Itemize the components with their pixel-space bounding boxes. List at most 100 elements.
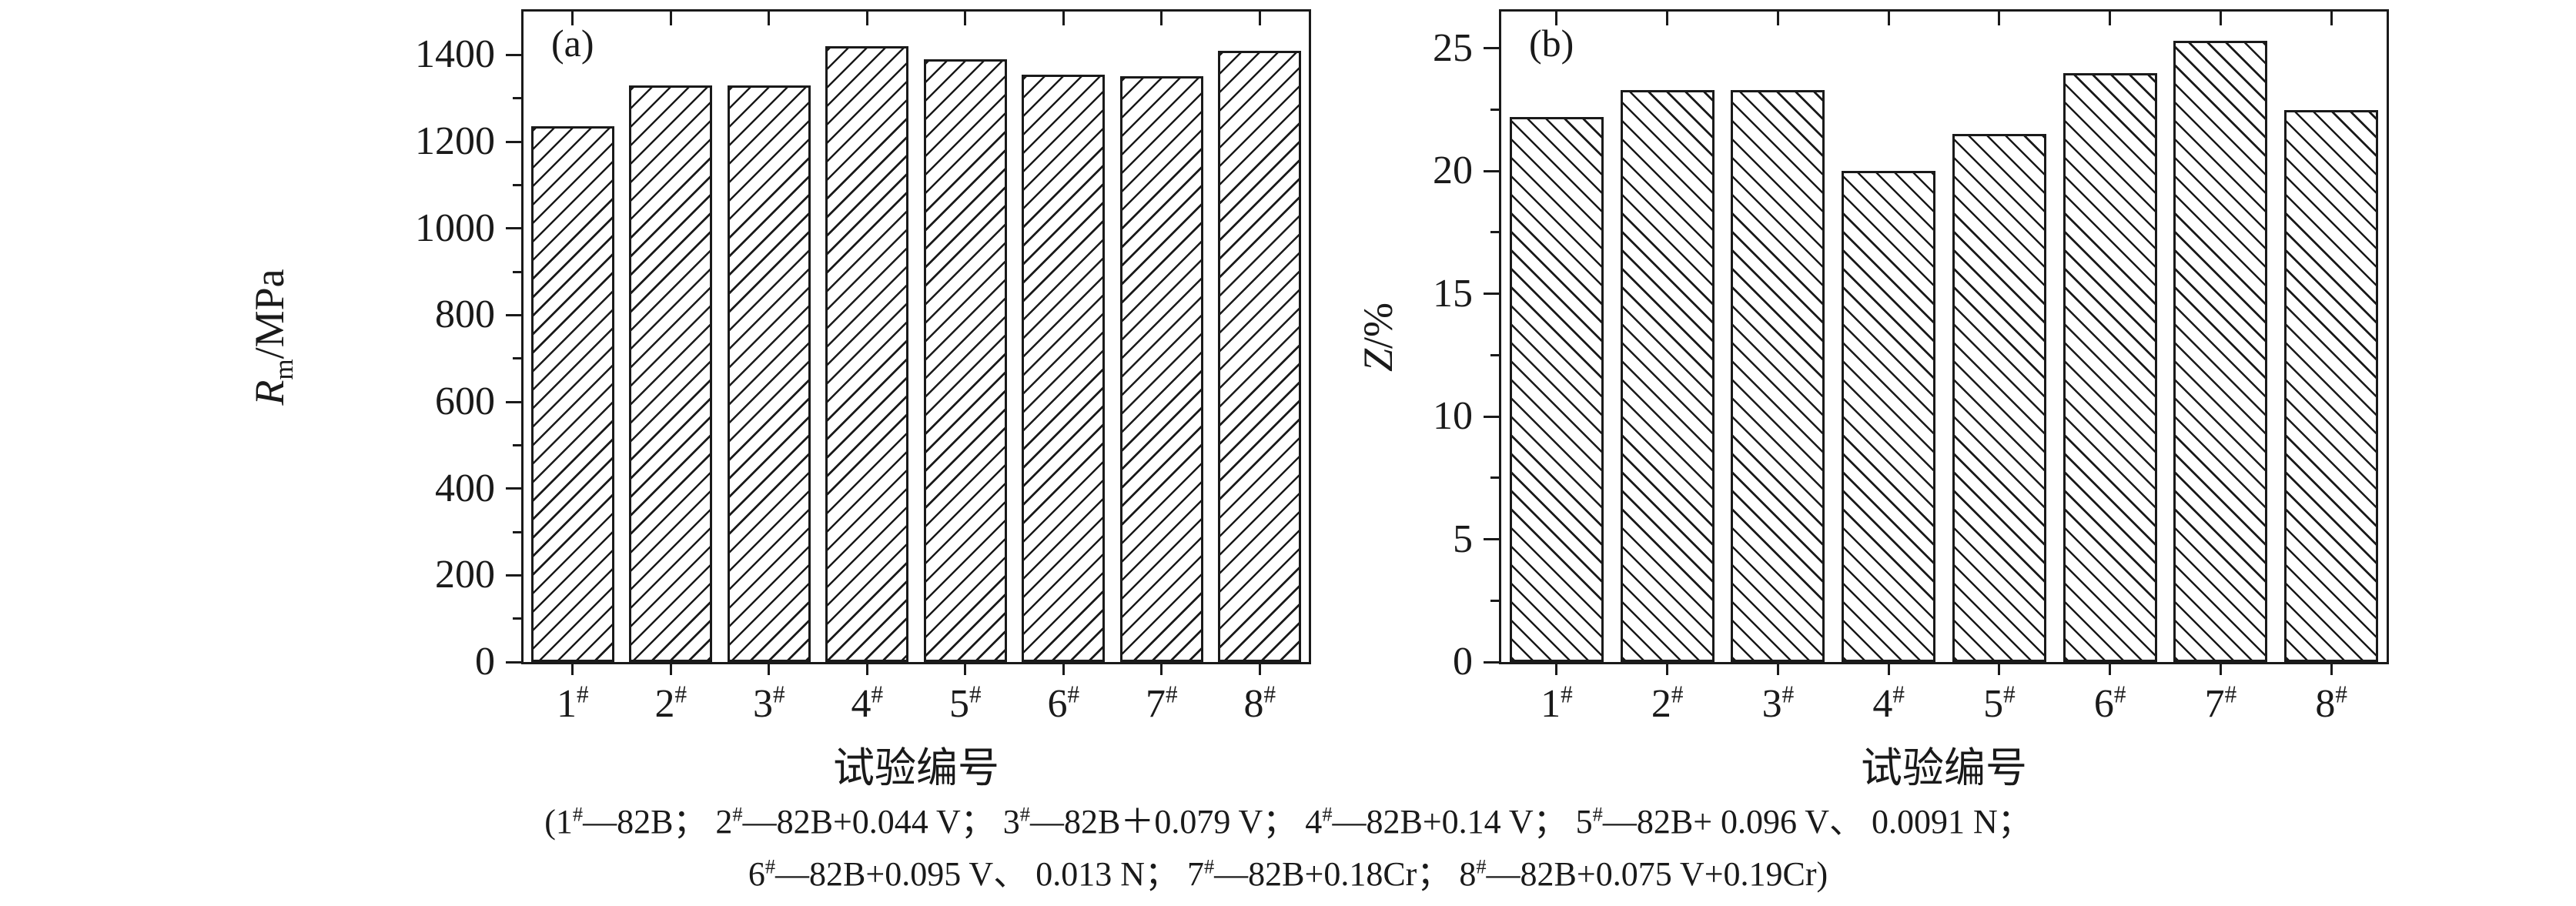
- y-tick-label: 15: [1433, 271, 1473, 316]
- bottom-tick: [1258, 664, 1261, 675]
- top-tick: [669, 12, 672, 25]
- y-major-tick: [506, 53, 521, 56]
- top-tick: [964, 12, 967, 25]
- y-minor-tick: [1490, 353, 1499, 356]
- y-major-tick: [506, 313, 521, 316]
- y-minor-tick: [1490, 599, 1499, 602]
- bottom-tick: [1555, 664, 1558, 675]
- y-tick-label: 5: [1453, 517, 1473, 561]
- top-tick: [2330, 12, 2333, 25]
- bottom-tick: [571, 664, 574, 675]
- y-tick-label: 20: [1433, 149, 1473, 193]
- y-tick-label: 25: [1433, 25, 1473, 70]
- bottom-tick: [1887, 664, 1890, 675]
- y-major-tick: [1484, 660, 1499, 664]
- bottom-tick: [2109, 664, 2112, 675]
- bar-b-6: [2063, 73, 2157, 662]
- x-category-label: 3#: [752, 680, 785, 726]
- y-minor-tick: [1490, 231, 1499, 234]
- x-category-label: 1#: [1541, 680, 1573, 726]
- y-tick-label: 1200: [415, 119, 495, 163]
- top-tick: [1062, 12, 1065, 25]
- y-minor-tick: [513, 183, 521, 186]
- x-category-label: 3#: [1761, 680, 1795, 726]
- y-tick-label: 1400: [415, 32, 495, 77]
- bar-b-2: [1621, 90, 1715, 662]
- x-category-label: 1#: [556, 680, 589, 726]
- bottom-tick: [768, 664, 771, 675]
- y-major-tick: [506, 400, 521, 403]
- y-minor-tick: [513, 97, 521, 100]
- bar-b-3: [1731, 90, 1825, 662]
- top-tick: [865, 12, 868, 25]
- y-minor-tick: [513, 617, 521, 620]
- bar-b-7: [2173, 41, 2267, 662]
- x-category-label: 5#: [1983, 680, 2016, 726]
- top-tick: [1998, 12, 2001, 25]
- bottom-tick: [1062, 664, 1065, 675]
- y-major-tick: [506, 487, 521, 490]
- top-tick: [1666, 12, 1669, 25]
- y-major-tick: [1484, 47, 1499, 50]
- bar-b-5: [1952, 134, 2046, 662]
- y-tick-label: 10: [1433, 394, 1473, 439]
- bar-a-5: [924, 59, 1007, 662]
- x-category-label: 6#: [1047, 680, 1080, 726]
- caption-line-1: (1#—82B； 2#—82B+0.044 V； 3#—82B＋0.079 V；…: [544, 802, 2032, 841]
- bar-a-8: [1218, 51, 1301, 662]
- x-category-label: 8#: [1243, 680, 1276, 726]
- bar-b-1: [1510, 117, 1604, 662]
- caption-line-2: 6#—82B+0.095 V、 0.013 N； 7#—82B+0.18Cr； …: [748, 854, 1828, 893]
- top-tick: [1887, 12, 1890, 25]
- x-category-label: 2#: [654, 680, 687, 726]
- bottom-tick: [1666, 664, 1669, 675]
- x-category-label: 6#: [2093, 680, 2126, 726]
- y-major-tick: [506, 227, 521, 230]
- top-tick: [2219, 12, 2222, 25]
- top-tick: [1258, 12, 1261, 25]
- y-minor-tick: [513, 357, 521, 360]
- x-category-label: 4#: [1872, 680, 1905, 726]
- bottom-tick: [964, 664, 967, 675]
- x-axis-title-b: 试验编号: [1861, 745, 2027, 791]
- y-minor-tick: [1490, 476, 1499, 480]
- y-major-tick: [1484, 415, 1499, 418]
- top-tick: [1555, 12, 1558, 25]
- top-tick: [1776, 12, 1779, 25]
- x-category-label: 5#: [948, 680, 982, 726]
- bar-b-4: [1842, 171, 1935, 662]
- top-tick: [571, 12, 574, 25]
- x-category-label: 7#: [1145, 680, 1178, 726]
- panel-label-b: (b): [1529, 22, 1574, 65]
- top-tick: [1160, 12, 1163, 25]
- y-major-tick: [1484, 293, 1499, 296]
- bottom-tick: [669, 664, 672, 675]
- bottom-tick: [1160, 664, 1163, 675]
- bar-a-7: [1120, 76, 1203, 662]
- y-minor-tick: [513, 270, 521, 273]
- y-tick-label: 200: [435, 553, 495, 597]
- y-major-tick: [1484, 538, 1499, 541]
- y-tick-label: 800: [435, 293, 495, 337]
- y-axis-title-a: Rm/MPa: [246, 268, 299, 406]
- bar-a-6: [1022, 75, 1105, 662]
- y-major-tick: [506, 573, 521, 577]
- top-tick: [2109, 12, 2112, 25]
- bar-a-1: [531, 126, 614, 662]
- y-tick-label: 400: [435, 466, 495, 510]
- bar-a-2: [629, 85, 712, 662]
- y-minor-tick: [1490, 109, 1499, 112]
- bottom-tick: [2330, 664, 2333, 675]
- y-tick-label: 1000: [415, 206, 495, 250]
- panel-label-a: (a): [551, 22, 594, 65]
- bottom-tick: [1776, 664, 1779, 675]
- bottom-tick: [865, 664, 868, 675]
- y-tick-label: 600: [435, 379, 495, 423]
- bottom-tick: [2219, 664, 2222, 675]
- bar-a-4: [825, 46, 908, 662]
- x-axis-title-a: 试验编号: [833, 745, 999, 791]
- top-tick: [768, 12, 771, 25]
- y-major-tick: [506, 140, 521, 143]
- bar-b-8: [2284, 110, 2378, 662]
- y-major-tick: [1484, 169, 1499, 172]
